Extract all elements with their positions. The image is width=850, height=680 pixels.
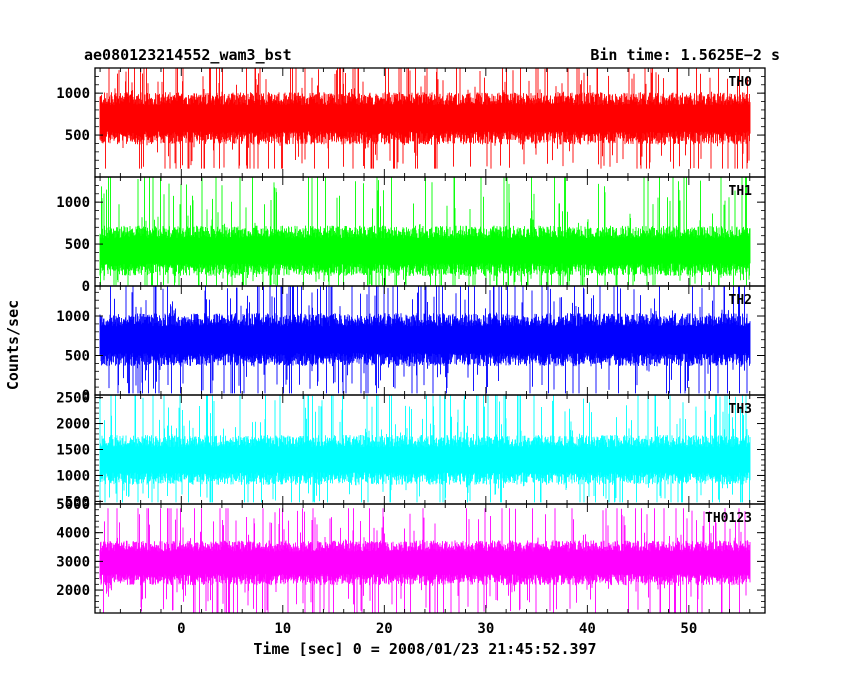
panel-label-th0123: TH0123: [705, 511, 752, 526]
y-tick-label: 0: [82, 388, 90, 404]
chart-title: ae080123214552_wam3_bst: [84, 46, 292, 64]
x-tick-label: 0: [177, 621, 185, 637]
y-tick-label: 1000: [56, 195, 90, 211]
y-tick-label: 1000: [56, 468, 90, 484]
x-tick-label: 20: [376, 621, 393, 637]
y-tick-label: 500: [65, 128, 90, 144]
y-tick-label: 500: [65, 349, 90, 365]
y-tick-label: 1000: [56, 86, 90, 102]
y-tick-label: 4000: [56, 526, 90, 542]
panel-label-th0: TH0: [729, 75, 753, 90]
x-axis-label: Time [sec] 0 = 2008/01/23 21:45:52.397: [253, 640, 596, 658]
x-tick-label: 30: [477, 621, 494, 637]
panel-label-th3: TH3: [729, 402, 752, 417]
y-axis-label: Counts/sec: [4, 300, 22, 390]
panel-label-th2: TH2: [729, 293, 752, 308]
y-tick-label: 0: [82, 279, 90, 295]
x-tick-label: 50: [680, 621, 697, 637]
series-th0123: [99, 508, 751, 613]
y-tick-label: 500: [65, 237, 90, 253]
tick-layer: [95, 67, 765, 614]
series-th1: [99, 177, 751, 286]
y-tick-label: 2500: [56, 391, 90, 407]
label-layer: TH05001000TH105001000TH205001000TH350010…: [56, 75, 752, 637]
y-tick-label: 2000: [56, 583, 90, 599]
chart-subtitle: Bin time: 1.5625E−2 s: [590, 46, 780, 64]
y-tick-label: 5000: [56, 497, 90, 513]
panel-frame-th0123: [94, 503, 766, 614]
y-tick-label: 3000: [56, 554, 90, 570]
x-tick-label: 10: [274, 621, 291, 637]
y-tick-label: 1500: [56, 443, 90, 459]
y-tick-label: 1000: [56, 309, 90, 325]
series-layer: [99, 68, 751, 613]
y-tick-label: 2000: [56, 417, 90, 433]
y-tick-label: 500: [65, 494, 90, 510]
x-tick-label: 40: [579, 621, 596, 637]
series-th2: [99, 286, 751, 394]
panel-label-th1: TH1: [729, 184, 753, 199]
series-th0: [99, 68, 751, 169]
series-th3: [99, 395, 751, 503]
